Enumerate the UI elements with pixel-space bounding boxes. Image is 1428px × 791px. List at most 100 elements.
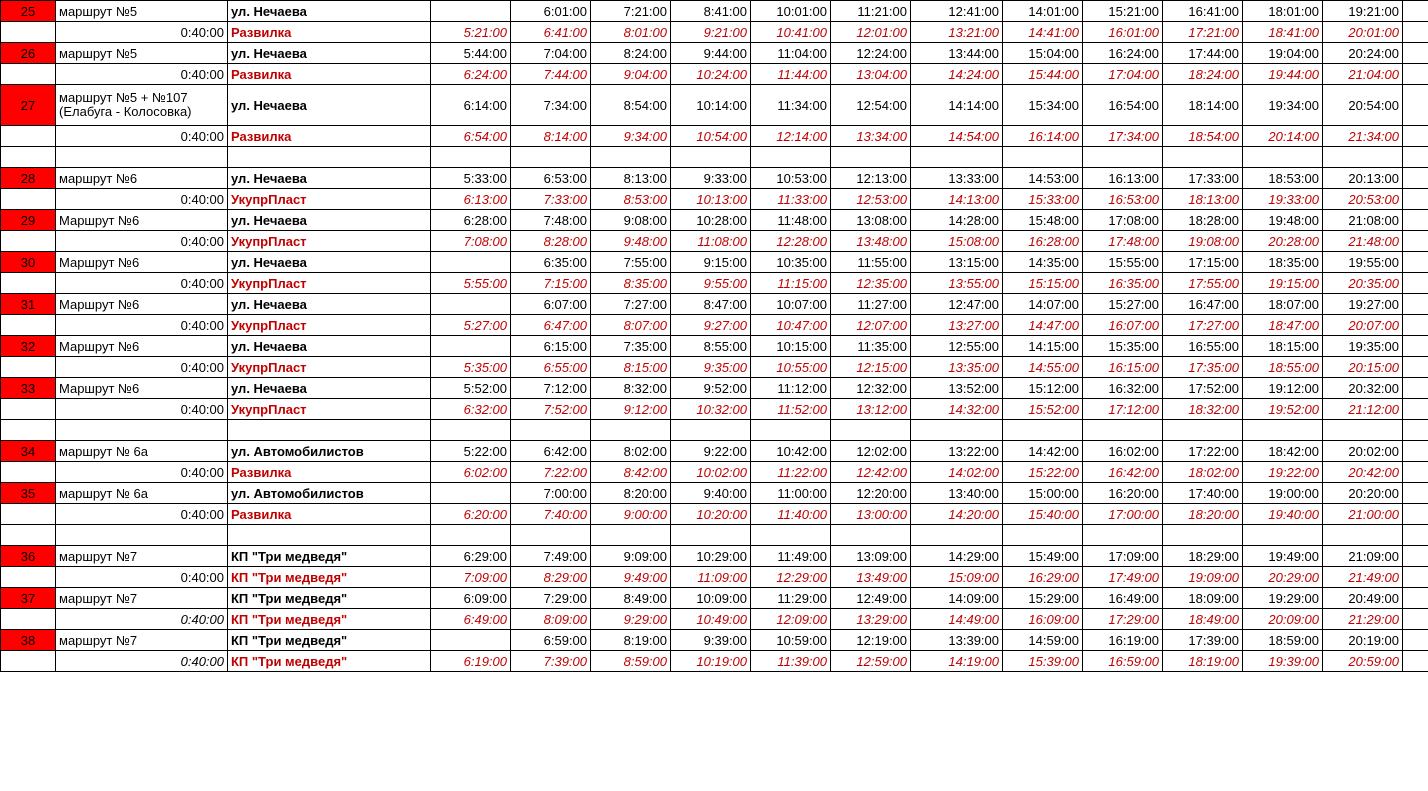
time2-cell <box>1403 189 1428 210</box>
time-cell: 19:49:00 <box>1243 546 1323 567</box>
time-cell: 11:48:00 <box>751 210 831 231</box>
time2-cell: 6:49:00 <box>431 609 511 630</box>
time-cell: 7:35:00 <box>591 336 671 357</box>
time2-cell: 16:53:00 <box>1083 189 1163 210</box>
time-cell: 10:35:00 <box>751 252 831 273</box>
blank-cell <box>831 420 911 441</box>
time2-cell: 9:00:00 <box>591 504 671 525</box>
time2-cell: 20:35:00 <box>1323 273 1403 294</box>
stop2-name: КП "Три медведя" <box>228 567 431 588</box>
stop2-name: УкупрПласт <box>228 273 431 294</box>
time2-cell: 14:54:00 <box>911 126 1003 147</box>
time-cell <box>1403 85 1428 126</box>
time-cell: 11:00:00 <box>751 483 831 504</box>
time-cell: 15:12:00 <box>1003 378 1083 399</box>
time2-cell: 21:55:00 <box>1403 273 1428 294</box>
time-cell: 14:42:00 <box>1003 441 1083 462</box>
time-cell: 21:15:00 <box>1403 252 1428 273</box>
time2-cell: 13:00:00 <box>831 504 911 525</box>
offset-cell: 0:40:00 <box>56 567 228 588</box>
time-cell: 8:41:00 <box>671 1 751 22</box>
route-name: Маршрут №6 <box>56 210 228 231</box>
route-name: маршрут №7 <box>56 546 228 567</box>
time2-cell: 6:20:00 <box>431 504 511 525</box>
blank-cell <box>751 525 831 546</box>
time-cell: 11:49:00 <box>751 546 831 567</box>
time2-cell: 16:59:00 <box>1083 651 1163 672</box>
time2-cell: 9:35:00 <box>671 357 751 378</box>
time-cell: 16:54:00 <box>1083 85 1163 126</box>
time-cell: 18:14:00 <box>1163 85 1243 126</box>
stop2-name: Развилка <box>228 126 431 147</box>
blank-cell <box>1083 420 1163 441</box>
stop2-name: КП "Три медведя" <box>228 651 431 672</box>
blank-cell <box>1 126 56 147</box>
time-cell: 7:04:00 <box>511 43 591 64</box>
blank-cell <box>1403 420 1428 441</box>
time2-cell: 18:54:00 <box>1163 126 1243 147</box>
route-row: 28маршрут №6ул. Нечаева5:33:006:53:008:1… <box>1 168 1428 189</box>
time2-cell: 11:08:00 <box>671 231 751 252</box>
time-cell: 7:00:00 <box>511 483 591 504</box>
time2-cell: 15:39:00 <box>1003 651 1083 672</box>
time-cell: 20:47:00 <box>1403 294 1428 315</box>
blank-cell <box>1 504 56 525</box>
time2-cell: 19:39:00 <box>1243 651 1323 672</box>
time2-cell: 7:15:00 <box>511 273 591 294</box>
time-cell: 16:20:00 <box>1083 483 1163 504</box>
time-cell: 13:08:00 <box>831 210 911 231</box>
time-cell: 14:07:00 <box>1003 294 1083 315</box>
time-cell: 14:35:00 <box>1003 252 1083 273</box>
route-sub-row: 0:40:00КП "Три медведя"6:49:008:09:009:2… <box>1 609 1428 630</box>
route-sub-row: 0:40:00УкупрПласт5:35:006:55:008:15:009:… <box>1 357 1428 378</box>
time-cell: 19:55:00 <box>1323 252 1403 273</box>
blank-cell <box>911 525 1003 546</box>
route-id: 34 <box>1 441 56 462</box>
route-sub-row: 0:40:00УкупрПласт5:27:006:47:008:07:009:… <box>1 315 1428 336</box>
blank-cell <box>1003 147 1083 168</box>
route-row: 25маршрут №5ул. Нечаева6:01:007:21:008:4… <box>1 1 1428 22</box>
time-cell: 15:48:00 <box>1003 210 1083 231</box>
time-cell: 10:07:00 <box>751 294 831 315</box>
time2-cell: 16:09:00 <box>1003 609 1083 630</box>
time2-cell: 20:29:00 <box>1243 567 1323 588</box>
time-cell: 16:19:00 <box>1083 630 1163 651</box>
time2-cell: 8:09:00 <box>511 609 591 630</box>
time-cell: 5:44:00 <box>431 43 511 64</box>
time2-cell: 7:08:00 <box>431 231 511 252</box>
time-cell <box>431 483 511 504</box>
time2-cell: 18:13:00 <box>1163 189 1243 210</box>
blank-cell <box>751 420 831 441</box>
time-cell: 11:12:00 <box>751 378 831 399</box>
time-cell: 12:13:00 <box>831 168 911 189</box>
time-cell: 20:13:00 <box>1323 168 1403 189</box>
time2-cell: 12:35:00 <box>831 273 911 294</box>
time-cell: 6:29:00 <box>431 546 511 567</box>
time-cell: 19:34:00 <box>1243 85 1323 126</box>
time-cell: 8:19:00 <box>591 630 671 651</box>
time2-cell: 10:55:00 <box>751 357 831 378</box>
time-cell: 14:14:00 <box>911 85 1003 126</box>
blank-cell <box>911 420 1003 441</box>
blank-cell <box>1 64 56 85</box>
time-cell: 13:15:00 <box>911 252 1003 273</box>
time-cell: 20:49:00 <box>1323 588 1403 609</box>
time2-cell: 10:02:00 <box>671 462 751 483</box>
time2-cell: 18:55:00 <box>1243 357 1323 378</box>
time-cell: 9:52:00 <box>671 378 751 399</box>
time2-cell: 21:12:00 <box>1323 399 1403 420</box>
time2-cell: 15:15:00 <box>1003 273 1083 294</box>
route-row: 34маршрут № 6аул. Автомобилистов5:22:006… <box>1 441 1428 462</box>
time-cell: 14:09:00 <box>911 588 1003 609</box>
time-cell <box>431 336 511 357</box>
route-row: 35маршрут № 6аул. Автомобилистов7:00:008… <box>1 483 1428 504</box>
time-cell: 16:55:00 <box>1163 336 1243 357</box>
time2-cell: 14:49:00 <box>911 609 1003 630</box>
time2-cell: 14:20:00 <box>911 504 1003 525</box>
time-cell: 18:59:00 <box>1243 630 1323 651</box>
time2-cell: 18:24:00 <box>1163 64 1243 85</box>
time-cell: 7:55:00 <box>591 252 671 273</box>
time2-cell: 13:35:00 <box>911 357 1003 378</box>
route-sub-row: 0:40:00КП "Три медведя"6:19:007:39:008:5… <box>1 651 1428 672</box>
route-name: Маршрут №6 <box>56 336 228 357</box>
